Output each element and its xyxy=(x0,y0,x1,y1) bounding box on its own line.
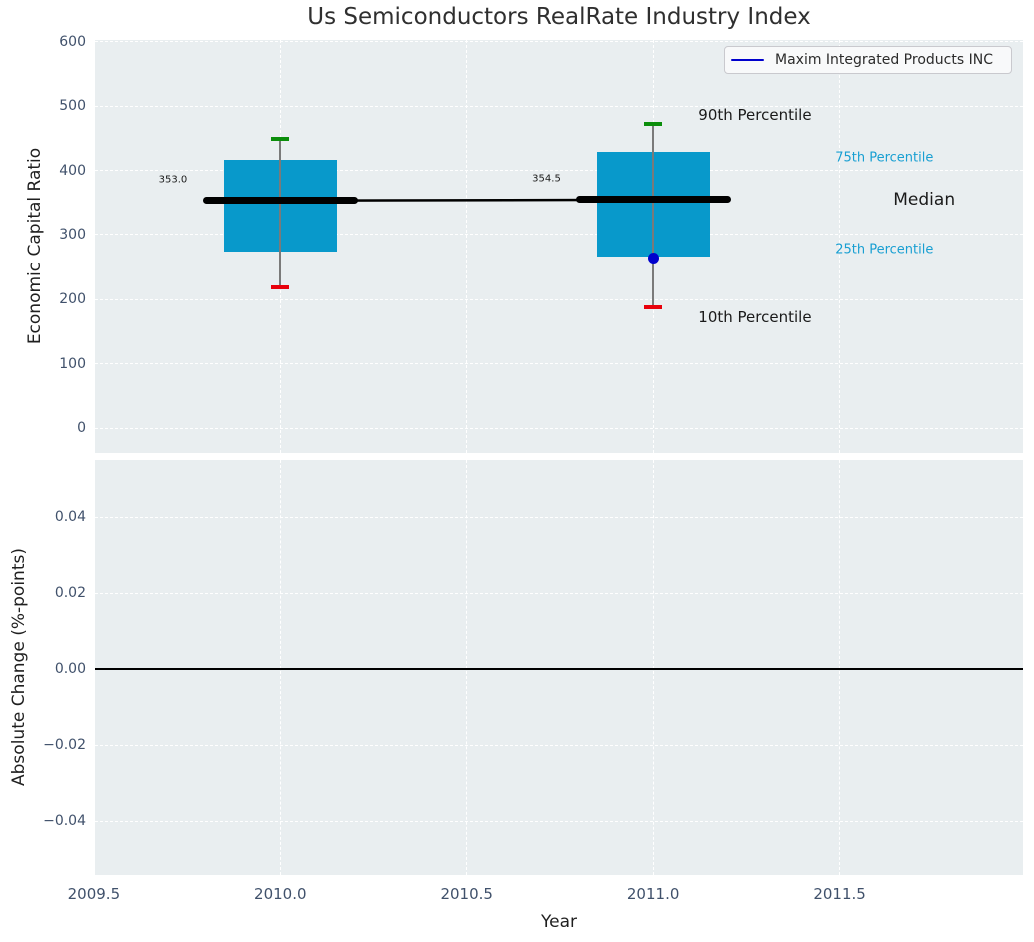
whisker-line xyxy=(652,124,655,308)
annotation-90th-percentile: 90th Percentile xyxy=(698,106,812,125)
cap-90th-percentile xyxy=(271,137,290,141)
y-gridline xyxy=(95,820,1023,822)
x-gridline xyxy=(93,460,95,875)
y-gridline xyxy=(95,363,1023,365)
y-tick-label: 0.04 xyxy=(54,509,86,526)
annotation-75th-percentile: 75th Percentile xyxy=(835,150,934,166)
y-tick-label: 0.00 xyxy=(54,661,86,678)
median-line xyxy=(575,196,731,204)
annotation-25th-percentile: 25th Percentile xyxy=(835,242,934,258)
y-tick-label: 500 xyxy=(59,98,86,115)
y-tick-label: −0.04 xyxy=(43,813,86,830)
y-tick-label: 400 xyxy=(59,162,86,179)
y-tick-label: 200 xyxy=(59,291,86,308)
annotation-median: Median xyxy=(893,189,956,210)
x-tick-label: 2010.5 xyxy=(440,885,493,903)
x-gridline xyxy=(839,460,841,875)
cap-10th-percentile xyxy=(271,285,290,289)
legend-line-icon xyxy=(731,58,764,62)
x-gridline xyxy=(466,460,468,875)
axes-economic-capital-ratio: 353.0 354.5 90th Percentile 10th Percentile… xyxy=(93,40,1023,453)
y-gridline xyxy=(95,516,1023,518)
annotation-354-5: 354.5 xyxy=(532,173,561,185)
median-line xyxy=(202,197,358,205)
x-tick-label: 2011.5 xyxy=(813,885,866,903)
zero-reference-line xyxy=(95,668,1023,670)
legend-label: Maxim Integrated Products INC xyxy=(775,52,993,68)
axes-absolute-change xyxy=(93,460,1023,875)
x-axis-label: Year xyxy=(541,912,577,932)
y-gridline xyxy=(95,744,1023,746)
y-tick-label: 0.02 xyxy=(54,585,86,602)
legend: Maxim Integrated Products INC xyxy=(724,46,1012,74)
x-gridline xyxy=(466,40,468,453)
y-gridline xyxy=(95,105,1023,107)
cap-10th-percentile xyxy=(644,305,663,309)
annotation-10th-percentile: 10th Percentile xyxy=(698,308,812,327)
chart-title: Us Semiconductors RealRate Industry Inde… xyxy=(307,4,811,30)
whisker-line xyxy=(279,138,282,288)
y-gridline xyxy=(95,427,1023,429)
y-gridline xyxy=(95,234,1023,236)
y-tick-label: −0.02 xyxy=(43,737,86,754)
y-gridline xyxy=(95,592,1023,594)
y-gridline xyxy=(95,298,1023,300)
y-tick-label: 0 xyxy=(77,420,86,437)
y-tick-label: 100 xyxy=(59,355,86,372)
x-gridline xyxy=(652,460,654,875)
x-tick-label: 2010.0 xyxy=(254,885,307,903)
x-gridline xyxy=(839,40,841,453)
x-gridline xyxy=(279,460,281,875)
x-tick-label: 2011.0 xyxy=(626,885,680,903)
y-gridline xyxy=(95,41,1023,43)
annotation-353-0: 353.0 xyxy=(158,174,188,186)
cap-90th-percentile xyxy=(644,122,663,126)
y-tick-label: 300 xyxy=(59,226,86,243)
company-data-point xyxy=(647,253,659,265)
y-tick-label: 600 xyxy=(59,33,86,50)
y-gridline xyxy=(95,170,1023,172)
x-tick-label: 2009.5 xyxy=(67,885,121,903)
x-gridline xyxy=(93,40,95,453)
